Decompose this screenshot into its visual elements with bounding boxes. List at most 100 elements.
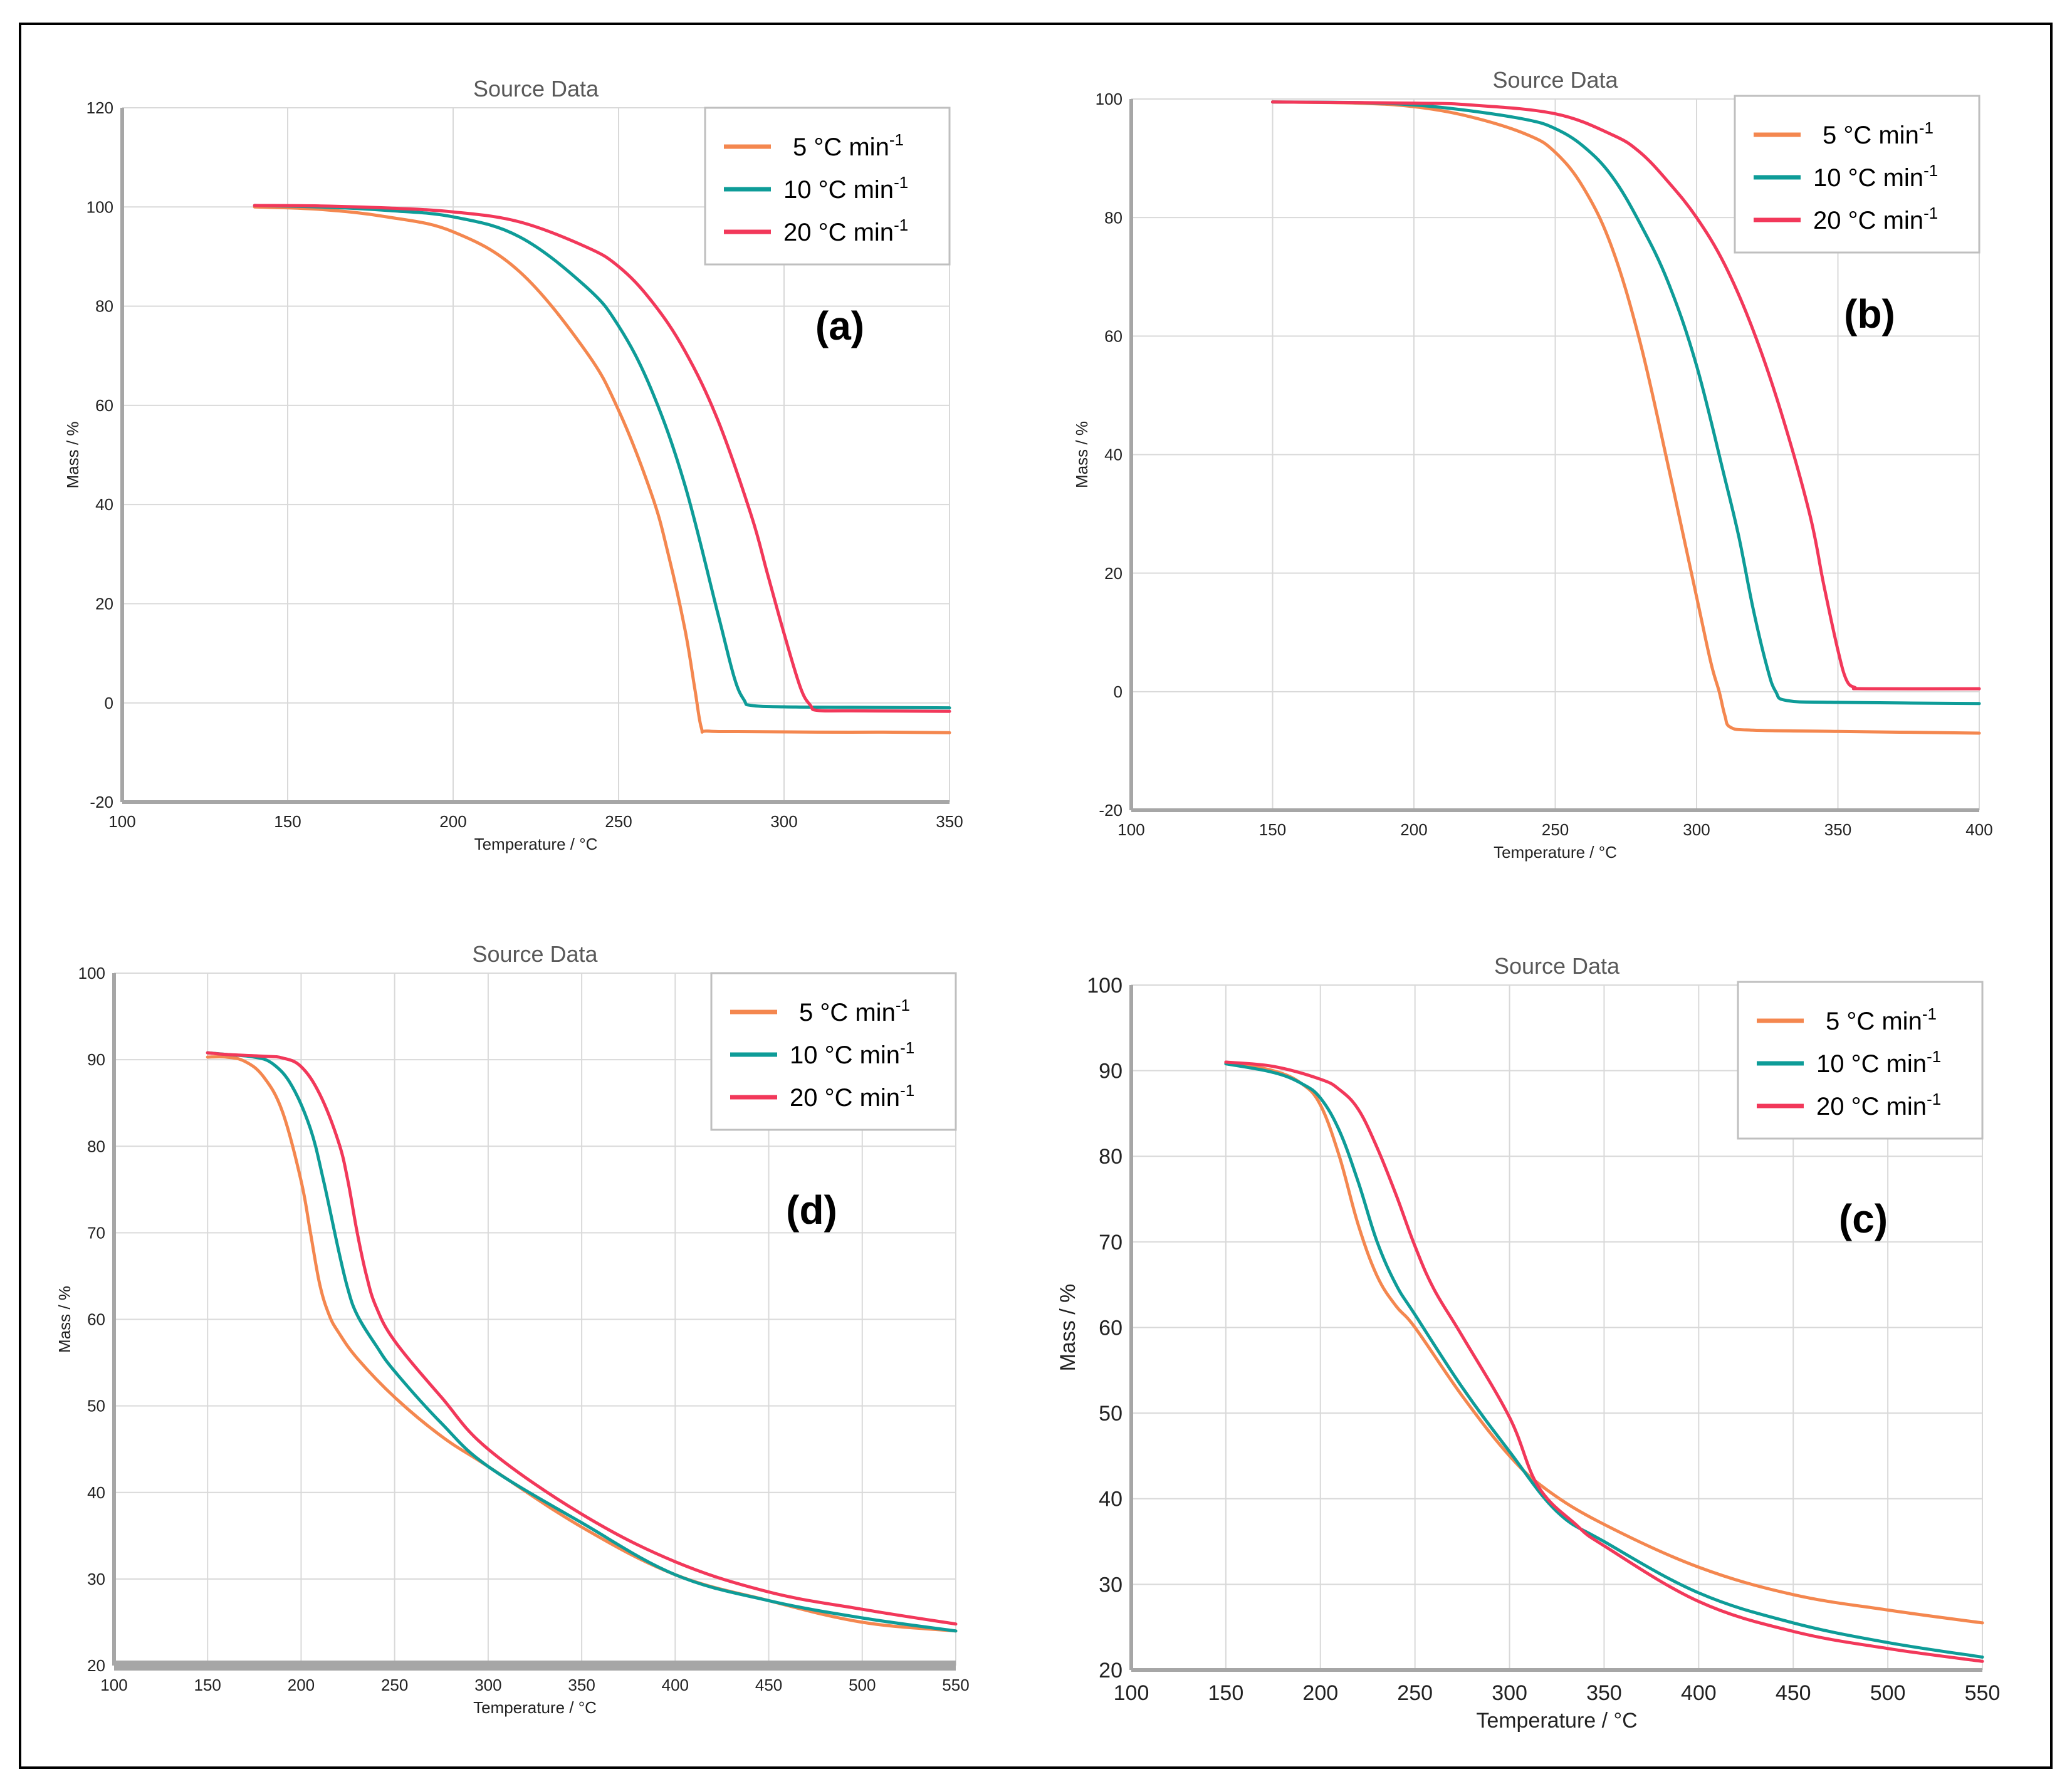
chart-panel-b: Source Data 100 150 200 250 300 350 400 -20 0 20 40… <box>1065 56 2006 865</box>
legend-label: 5 °C min-1 <box>793 130 904 161</box>
legend: 5 °C min-1 10 °C min-1 20 °C min-1 <box>1734 95 1980 254</box>
x-axis-label: Temperature / °C <box>474 835 598 853</box>
chart-svg-d: Source Data 100 150 200 250 300 350 400 450 500 55… <box>55 941 970 1717</box>
y-tick-label: 70 <box>87 1223 105 1242</box>
x-tick-label: 250 <box>605 812 632 831</box>
legend-label: 10 °C min-1 <box>1816 1047 1941 1078</box>
chart-svg-a: Source Data 100 150 200 250 300 350 -20 0 20 40 60 8… <box>63 76 963 853</box>
y-tick-label: 120 <box>86 98 113 117</box>
y-tick-label: 60 <box>1104 326 1122 345</box>
x-tick-label: 300 <box>1683 820 1710 839</box>
y-tick-label: 60 <box>95 396 113 415</box>
chart-title: Source Data <box>473 76 599 102</box>
y-tick-label: 20 <box>95 595 113 613</box>
x-tick-label: 300 <box>770 812 797 831</box>
chart-panel-c: Source Data 100 150 200 250 300 350 400 450 500 55… <box>1056 949 2006 1764</box>
x-tick-label: 200 <box>1400 820 1427 839</box>
x-tick-label: 300 <box>1492 1681 1527 1705</box>
y-tick-label: 70 <box>1099 1231 1122 1254</box>
x-tick-label: 100 <box>100 1676 127 1694</box>
series-line-rate5 <box>1224 1060 1984 1625</box>
y-tick-label: 100 <box>86 197 113 216</box>
y-tick-label: 60 <box>1099 1316 1122 1340</box>
y-tick-label: -20 <box>1099 801 1122 820</box>
legend-label: 20 °C min-1 <box>1816 1090 1941 1120</box>
y-tick-label: 40 <box>95 495 113 514</box>
x-tick-label: 250 <box>381 1676 408 1694</box>
x-tick-label: 450 <box>755 1676 782 1694</box>
series-line-rate5 <box>253 205 951 734</box>
series-line-rate20 <box>206 1051 958 1626</box>
y-tick-label: 80 <box>1099 1145 1122 1169</box>
y-tick-label: 90 <box>87 1050 105 1069</box>
y-tick-label: 30 <box>1099 1573 1122 1597</box>
legend-label: 5 °C min-1 <box>799 996 910 1026</box>
legend-label: 20 °C min-1 <box>790 1081 914 1112</box>
panel-label: (a) <box>815 303 864 348</box>
legend-box <box>1737 981 1984 1140</box>
series-line-rate20 <box>1271 100 1981 691</box>
series-line-rate10 <box>1271 100 1981 706</box>
legend-label: 5 °C min-1 <box>1823 118 1933 149</box>
y-tick-label: 80 <box>87 1137 105 1155</box>
x-tick-label: 150 <box>274 812 301 831</box>
legend: 5 °C min-1 10 °C min-1 20 °C min-1 <box>704 107 951 266</box>
y-tick-label: 40 <box>1099 1488 1122 1511</box>
y-tick-label: 80 <box>1104 208 1122 227</box>
chart-svg-c: Source Data 100 150 200 250 300 350 400 450 500 55… <box>1056 953 2001 1733</box>
panel-label: (c) <box>1839 1196 1888 1241</box>
x-tick-label: 450 <box>1776 1681 1811 1705</box>
legend-label: 20 °C min-1 <box>783 216 908 246</box>
series-line-rate10 <box>253 204 951 710</box>
x-tick-label: 350 <box>1824 820 1851 839</box>
chart-panel-d: Source Data 100 150 200 250 300 350 400 450 500 55… <box>53 940 981 1755</box>
y-tick-label: 0 <box>1114 682 1122 701</box>
legend-label: 10 °C min-1 <box>790 1038 914 1069</box>
x-tick-label: 200 <box>288 1676 315 1694</box>
x-tick-label: 400 <box>662 1676 689 1694</box>
chart-title: Source Data <box>1494 953 1620 979</box>
y-tick-label: 30 <box>87 1570 105 1588</box>
y-axis-label: Mass / % <box>1072 421 1091 488</box>
y-tick-label: -20 <box>90 793 113 811</box>
legend-box <box>710 972 957 1131</box>
panel-label: (b) <box>1844 291 1895 336</box>
x-tick-label: 250 <box>1397 1681 1433 1705</box>
y-tick-label: 20 <box>1104 564 1122 583</box>
x-tick-label: 100 <box>108 812 135 831</box>
x-axis-label: Temperature / °C <box>1476 1709 1637 1733</box>
y-axis-label: Mass / % <box>63 422 82 489</box>
x-tick-label: 200 <box>439 812 466 831</box>
series-line-rate10 <box>206 1051 958 1633</box>
x-tick-label: 100 <box>1117 820 1144 839</box>
legend-label: 20 °C min-1 <box>1813 204 1938 234</box>
x-tick-label: 150 <box>1208 1681 1244 1705</box>
y-tick-label: 80 <box>95 297 113 316</box>
series-line-rate10 <box>1224 1062 1984 1659</box>
series-line-rate20 <box>1224 1060 1984 1663</box>
legend: 5 °C min-1 10 °C min-1 20 °C min-1 <box>1737 981 1984 1140</box>
x-tick-label: 350 <box>1586 1681 1622 1705</box>
y-tick-label: 20 <box>1099 1659 1122 1682</box>
legend-box <box>704 107 951 266</box>
x-tick-label: 150 <box>1259 820 1286 839</box>
x-tick-label: 150 <box>194 1676 221 1694</box>
series-line-rate20 <box>253 204 951 713</box>
x-tick-label: 300 <box>474 1676 501 1694</box>
chart-panel-a: Source Data 100 150 200 250 300 350 -20 0 20 40 60 8… <box>63 63 978 871</box>
y-axis-label: Mass / % <box>55 1286 74 1353</box>
y-tick-label: 100 <box>1087 974 1122 998</box>
x-tick-label: 500 <box>1870 1681 1906 1705</box>
y-tick-label: 100 <box>78 964 105 983</box>
chart-svg-b: Source Data 100 150 200 250 300 350 400 -20 0 20 40… <box>1072 67 1993 862</box>
x-axis-label: Temperature / °C <box>473 1698 597 1717</box>
y-tick-label: 20 <box>87 1656 105 1675</box>
x-tick-label: 550 <box>1965 1681 2001 1705</box>
y-tick-label: 0 <box>105 694 113 712</box>
legend-box <box>1734 95 1980 254</box>
x-tick-label: 400 <box>1681 1681 1717 1705</box>
x-tick-label: 400 <box>1965 820 1992 839</box>
y-tick-label: 50 <box>1099 1402 1122 1426</box>
y-tick-label: 40 <box>87 1483 105 1502</box>
x-tick-label: 350 <box>936 812 963 831</box>
